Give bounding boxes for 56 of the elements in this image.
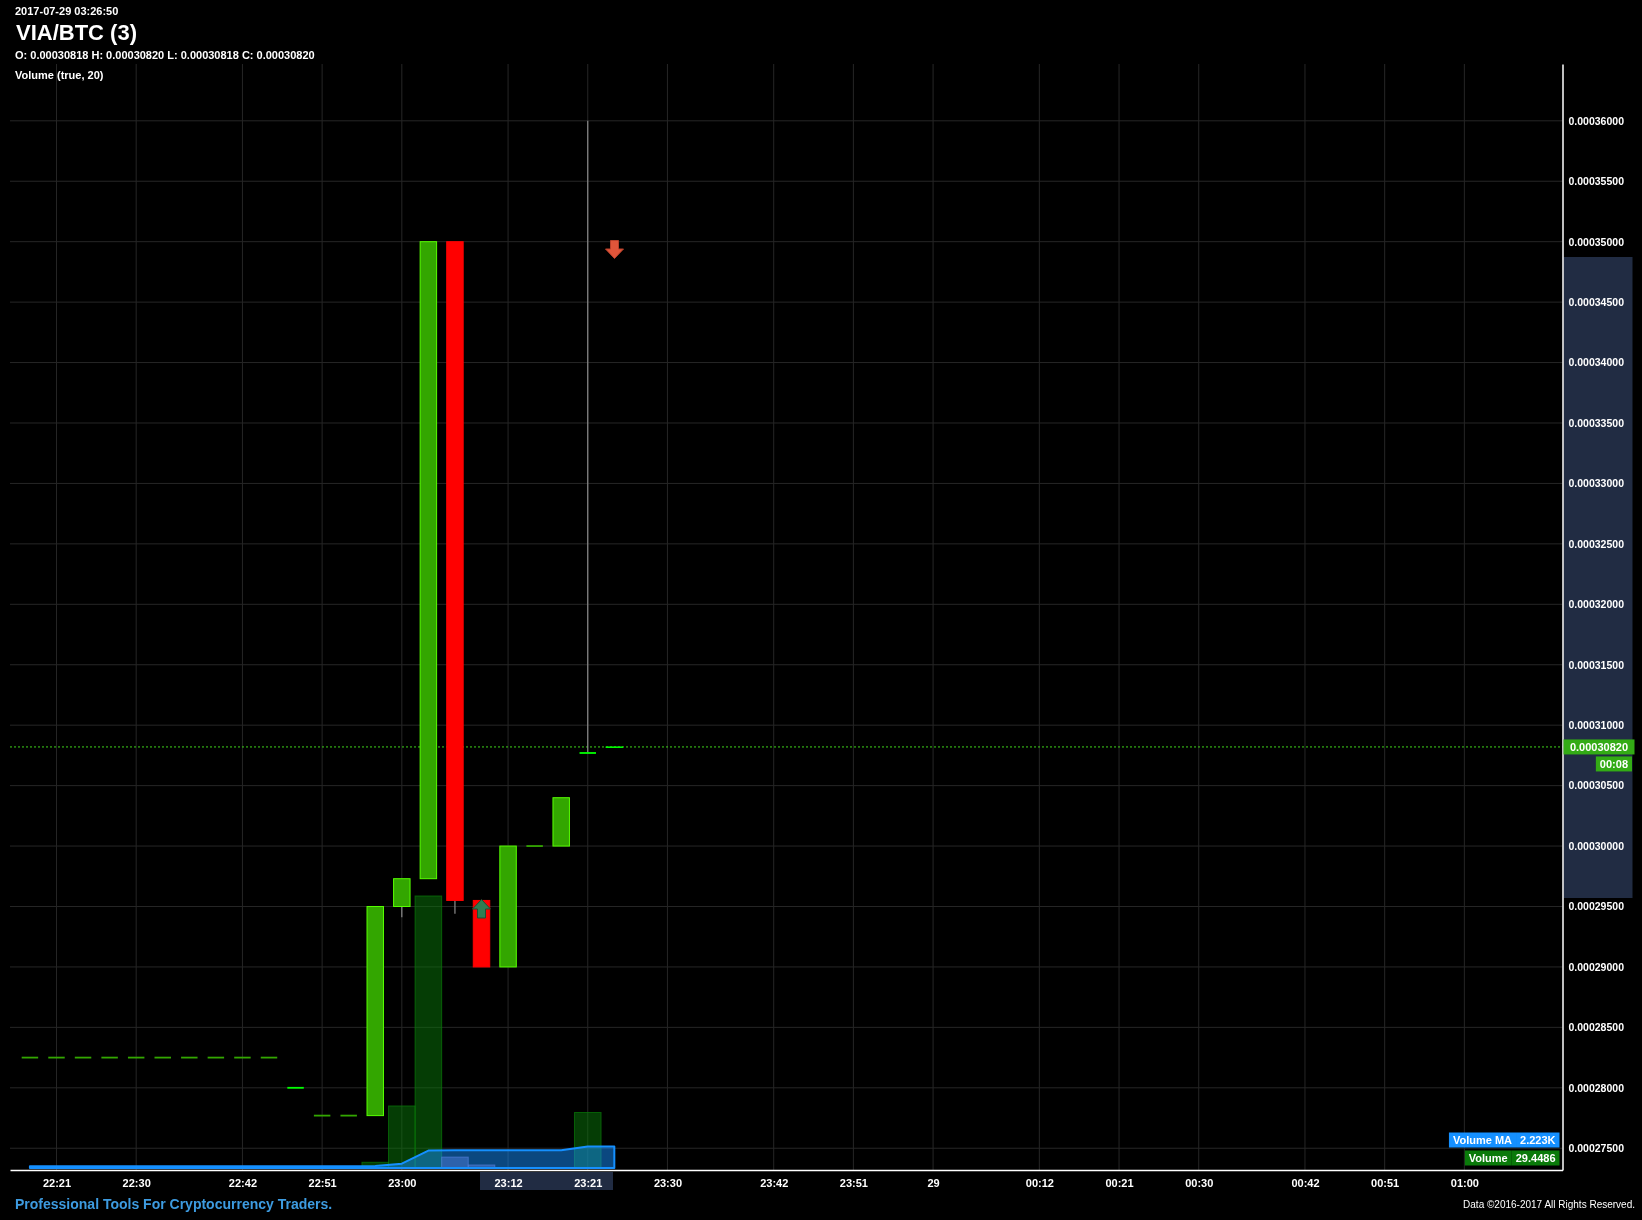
x-tick-label: 00:42 <box>1291 1176 1320 1189</box>
x-tick-label: 23:12 <box>494 1176 523 1189</box>
y-tick-label: 0.00027500 <box>1568 1142 1625 1155</box>
x-tick-label: 00:51 <box>1371 1176 1400 1189</box>
y-tick-label: 0.00034000 <box>1568 356 1625 369</box>
x-tick-label: 00:30 <box>1185 1176 1214 1189</box>
y-tick-label: 0.00029000 <box>1568 960 1625 973</box>
candlestick <box>446 241 464 915</box>
text: Professional Tools For Cryptocurrency Traders. <box>15 1196 333 1212</box>
legend-label: Volume MA <box>1452 1133 1513 1146</box>
y-tick-label: 0.00032500 <box>1568 537 1625 550</box>
candlestick <box>286 1086 305 1089</box>
x-tick-label: 01:00 <box>1450 1176 1479 1189</box>
chart-subtitle: O: 0.00030818 H: 0.00030820 L: 0.00030818 C: 0.00030820 <box>15 49 315 61</box>
candlestick <box>339 1114 358 1117</box>
annotation: 2.223K <box>1520 1133 1556 1146</box>
annotation: 29.4486 <box>1515 1151 1556 1164</box>
y-tick-label: 0.00034500 <box>1568 295 1625 308</box>
candlestick <box>419 241 438 880</box>
chart-title: VIA/BTC (3) <box>16 20 137 45</box>
candlestick <box>472 899 491 968</box>
x-tick-label: 23:51 <box>839 1176 868 1189</box>
y-tick-label: 0.00033000 <box>1568 477 1625 490</box>
legend-label: Volume <box>1468 1151 1508 1164</box>
y-tick-label: 0.00031000 <box>1568 719 1625 732</box>
y-tick-label: 0.00035000 <box>1568 235 1625 248</box>
x-tick-label: 23:42 <box>760 1176 789 1189</box>
candlestick <box>312 1114 332 1117</box>
candlestick <box>366 905 384 1117</box>
text: 2017-07-29 03:26:50 <box>15 5 119 17</box>
x-tick-label: 23:30 <box>653 1176 683 1189</box>
y-tick-label: 0.00030000 <box>1568 839 1625 852</box>
x-tick-label: 23:00 <box>388 1176 417 1189</box>
x-tick-label: 22:21 <box>42 1176 72 1189</box>
x-tick-label: 22:51 <box>308 1176 337 1189</box>
x-tick-label: 22:42 <box>228 1176 257 1189</box>
candlestick <box>499 845 517 968</box>
x-tick-label: 00:12 <box>1025 1176 1054 1189</box>
y-tick-label: 0.00035500 <box>1568 175 1625 188</box>
x-tick-label: 23:21 <box>574 1176 603 1189</box>
y-tick-label: 0.00036000 <box>1568 114 1625 127</box>
ref-line-label: 0.00030820 <box>1569 740 1629 753</box>
text: Data ©2016-2017 All Rights Reserved. <box>1463 1199 1635 1210</box>
candlestick <box>552 797 570 847</box>
x-tick-label: 22:30 <box>122 1176 151 1189</box>
y-tick-label: 0.00033500 <box>1568 416 1625 429</box>
x-tick-label: 00:21 <box>1105 1176 1134 1189</box>
y-tick-label: 0.00028500 <box>1568 1021 1625 1034</box>
text: 00:08 <box>1599 757 1628 770</box>
y-tick-label: 0.00029500 <box>1568 900 1625 913</box>
y-tick-label: 0.00031500 <box>1568 658 1625 671</box>
y-tick-label: 0.00032000 <box>1568 598 1625 611</box>
chart-title: Volume (true, 20) <box>15 69 104 81</box>
y-tick-label: 0.00028000 <box>1568 1081 1625 1094</box>
x-tick-label: 29 <box>927 1176 940 1189</box>
y-tick-label: 0.00030500 <box>1568 779 1625 792</box>
